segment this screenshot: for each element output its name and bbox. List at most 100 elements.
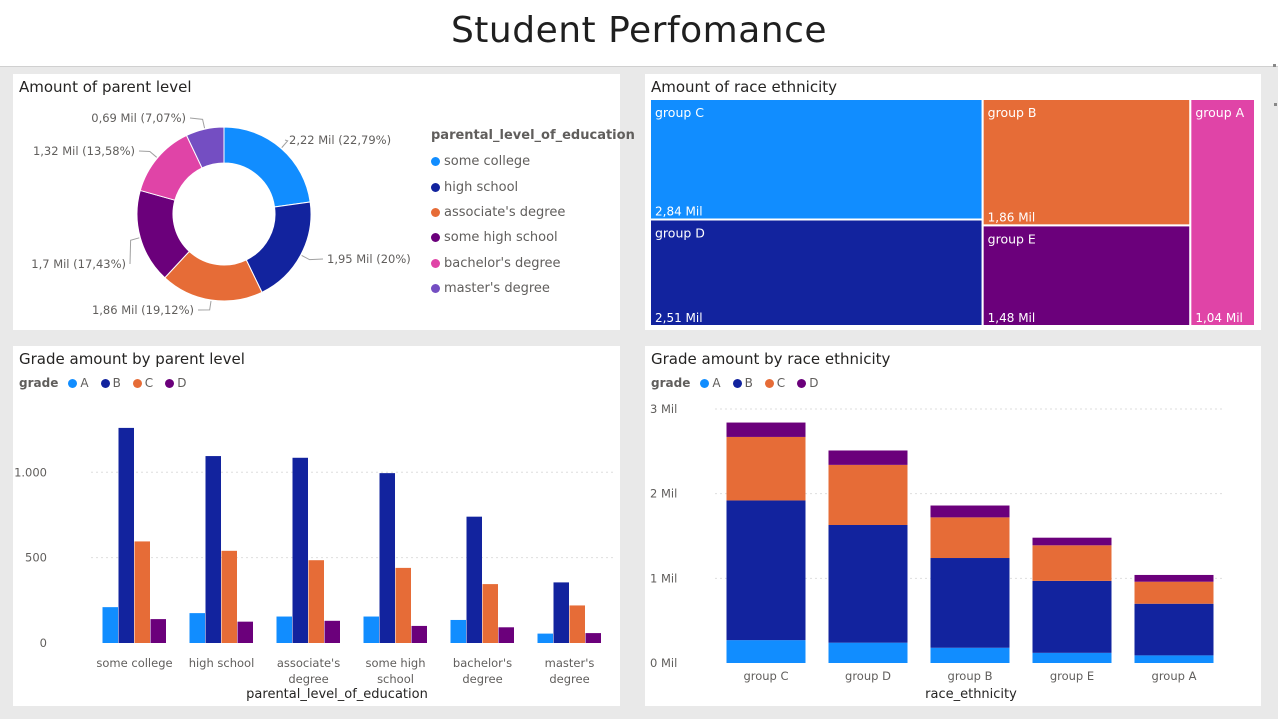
stacked-bar-card[interactable]: Grade amount by race ethnicity grade A B C… (645, 346, 1261, 706)
legend-item-grade-b[interactable]: B (100, 376, 121, 390)
treemap-card[interactable]: Amount of race ethnicity group C 2,84 Mil… (645, 74, 1261, 330)
tile-value: 1,48 Mil (988, 311, 1036, 325)
legend-item-grade-d[interactable]: D (165, 376, 186, 390)
legend-item-grade-b[interactable]: B (732, 376, 753, 390)
bar-group-a-b (1134, 603, 1214, 656)
bar-group-b-b (930, 558, 1010, 648)
bar-some-high-school-a (363, 616, 379, 643)
y-tick-label: 500 (25, 551, 47, 565)
bar-bachelor-s-degree-d (498, 627, 514, 643)
leader-line (189, 117, 206, 129)
legend-item-grade-c[interactable]: C (764, 376, 786, 390)
donut-chart-card[interactable]: Amount of parent level 2,22 Mil (22,79%)… (13, 74, 635, 330)
legend-title: parental_level_of_education (431, 128, 635, 143)
chart-title: Grade amount by race ethnicity (651, 350, 891, 368)
scroll-indicator (1273, 64, 1276, 67)
legend-dot (700, 378, 710, 388)
tile-label: group B (988, 105, 1037, 120)
leader-line (281, 139, 289, 148)
treemap-tile-group-a (1189, 98, 1257, 327)
bar-high-school-a (189, 613, 205, 643)
legend-item-high-school[interactable]: high school (431, 174, 635, 199)
y-tick-label: 0 Mil (650, 656, 677, 670)
legend-dot (68, 378, 78, 388)
grade-legend: grade A B C D (19, 376, 192, 390)
legend-label: some college (444, 154, 531, 170)
legend-label: bachelor's degree (444, 255, 561, 271)
legend-item-grade-a[interactable]: A (700, 376, 721, 390)
legend-label: B (112, 376, 121, 390)
legend-dot (431, 284, 440, 294)
leader-line (138, 150, 158, 158)
legend-item-some-high-school[interactable]: some high school (431, 225, 635, 250)
donut-legend: parental_level_of_education some college… (431, 128, 635, 301)
bar-group-a-a (1134, 655, 1214, 663)
legend-dot (431, 258, 440, 268)
legend-item-grade-d[interactable]: D (797, 376, 818, 390)
legend-title: grade (19, 376, 59, 390)
legend-label: C (144, 376, 154, 390)
legend-item-grade-a[interactable]: A (68, 376, 89, 390)
bar-some-high-school-c (395, 567, 411, 643)
bar-some-college-a (102, 607, 118, 643)
bar-group-d-c (828, 464, 908, 525)
stacked-bar-chart: 0 Mil 1 Mil 2 Mil 3 Mil group C group D group … (650, 402, 1225, 702)
x-tick-label: degree (462, 672, 502, 686)
donut-slice-high-school (245, 201, 312, 293)
bar-associate-s-degree-b (292, 457, 308, 643)
grade-legend: grade A B C D (651, 376, 824, 390)
legend-item-associate-s-degree[interactable]: associate's degree (431, 200, 635, 225)
x-tick-label: some high (365, 656, 425, 670)
y-tick-label: 2 Mil (650, 487, 677, 501)
bar-group-d-a (828, 642, 908, 663)
bar-associate-s-degree-c (308, 560, 324, 643)
bar-master-s-degree-a (537, 633, 553, 643)
report-header: Student Perfomance (0, 0, 1278, 67)
legend-item-master-s-degree[interactable]: master's degree (431, 276, 635, 301)
legend-dot (732, 378, 742, 388)
bar-associate-s-degree-d (324, 620, 340, 643)
clustered-bar-chart: 0 500 1.000 some college high school associat… (14, 427, 613, 702)
legend-item-some-college[interactable]: some college (431, 149, 635, 174)
x-tick-label: bachelor's (453, 656, 512, 670)
data-label: 1,86 Mil (19,12%) (92, 303, 194, 317)
bar-group-d-d (828, 450, 908, 465)
bar-group-b-a (930, 647, 1010, 663)
legend-dot (165, 378, 175, 388)
bar-group-a-c (1134, 581, 1214, 604)
x-tick-label: degree (288, 672, 328, 686)
tile-label: group D (655, 226, 705, 241)
legend-label: high school (444, 179, 519, 195)
tile-label: group A (1195, 105, 1244, 120)
legend-label: A (80, 376, 89, 390)
legend-item-grade-c[interactable]: C (132, 376, 154, 390)
tile-value: 1,86 Mil (988, 210, 1036, 224)
y-tick-label: 0 (40, 636, 47, 650)
data-label: 1,7 Mil (17,43%) (31, 257, 126, 271)
bar-group-b-c (930, 517, 1010, 559)
y-tick-label: 1 Mil (650, 571, 677, 585)
leader-line (129, 237, 140, 265)
legend-dot (431, 182, 440, 192)
bar-group-c-a (726, 640, 806, 663)
bar-master-s-degree-b (553, 582, 569, 643)
chart-title: Grade amount by parent level (19, 350, 245, 368)
legend-dot (431, 157, 440, 167)
legend-label: A (712, 376, 721, 390)
treemap-tile-group-c (649, 98, 984, 221)
bar-master-s-degree-c (569, 605, 585, 643)
donut-slice-master-s-degree (185, 126, 225, 169)
legend-label: D (177, 376, 187, 390)
bar-bachelor-s-degree-a (450, 619, 466, 643)
legend-dot (431, 207, 440, 217)
bar-group-c-c (726, 436, 806, 501)
tile-value: 1,04 Mil (1195, 311, 1243, 325)
x-tick-label: group C (743, 669, 788, 683)
legend-title: grade (651, 376, 691, 390)
legend-label: C (776, 376, 786, 390)
legend-dot (797, 378, 807, 388)
bar-high-school-d (237, 621, 253, 643)
legend-item-bachelor-s-degree[interactable]: bachelor's degree (431, 251, 635, 276)
bar-group-e-b (1032, 580, 1112, 653)
